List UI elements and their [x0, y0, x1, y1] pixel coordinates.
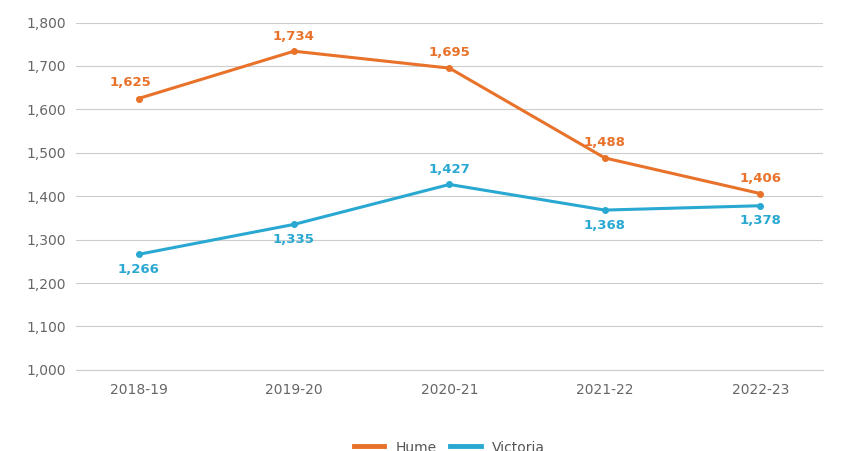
- Text: 1,734: 1,734: [273, 29, 315, 42]
- Text: 1,406: 1,406: [739, 172, 781, 185]
- Text: 1,695: 1,695: [428, 46, 471, 60]
- Legend: Hume, Victoria: Hume, Victoria: [349, 435, 550, 451]
- Text: 1,427: 1,427: [428, 163, 471, 176]
- Text: 1,378: 1,378: [739, 214, 781, 227]
- Text: 1,335: 1,335: [273, 233, 315, 246]
- Text: 1,488: 1,488: [584, 136, 626, 149]
- Text: 1,625: 1,625: [110, 76, 152, 89]
- Text: 1,368: 1,368: [584, 219, 626, 232]
- Text: 1,266: 1,266: [118, 263, 159, 276]
